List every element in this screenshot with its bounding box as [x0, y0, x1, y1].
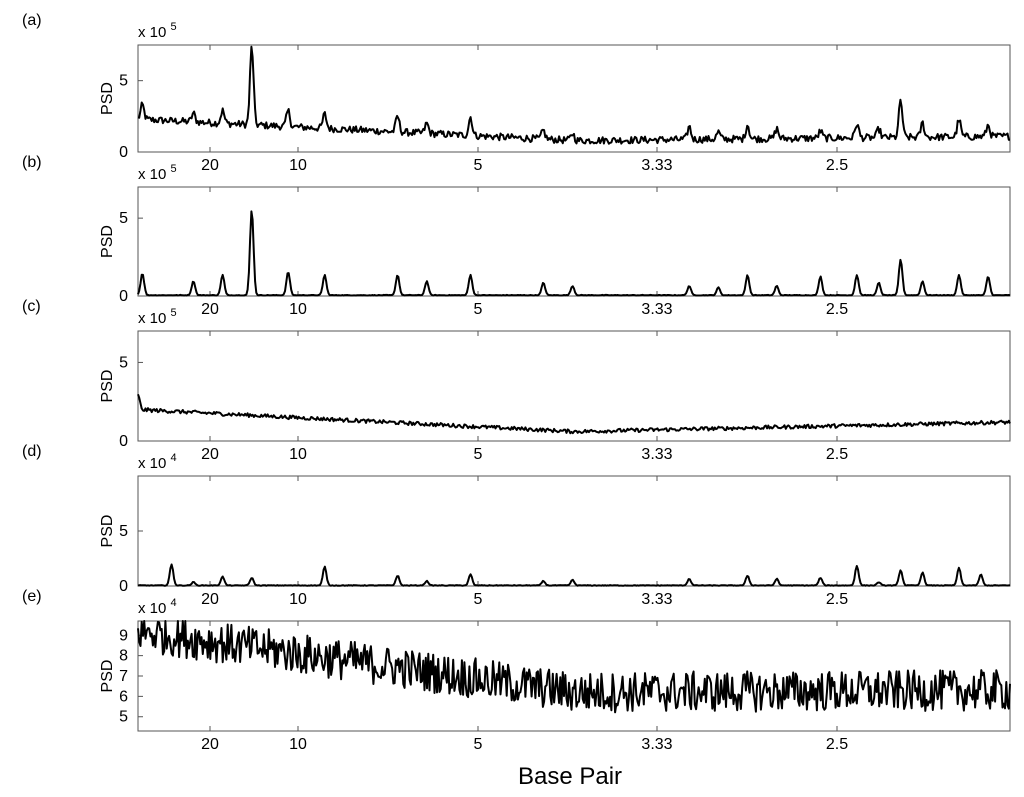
panel-label: (e) — [22, 588, 42, 605]
x-tick-label: 5 — [474, 736, 483, 753]
psd-series — [137, 620, 1011, 714]
panel-a: (a) PSD x 10 5 0 5 — [22, 12, 1011, 161]
y-tick-label: 5 — [119, 709, 128, 726]
x-tick-label: 2.5 — [826, 157, 848, 174]
panel-label: (b) — [22, 154, 42, 171]
y-tick-label: 5 — [119, 210, 128, 227]
x-tick-labels: 20 10 5 3.33 2.5 20 10 5 3.33 2.5 20 10 5 3.33 2.5 20 10… — [201, 157, 848, 753]
x-tick-label: 10 — [289, 736, 307, 753]
y-tick-label: 5 — [119, 354, 128, 371]
x-tick-label: 5 — [474, 591, 483, 608]
y-multiplier-label: x 10 5 — [138, 307, 177, 327]
y-multiplier-label: x 10 5 — [138, 21, 177, 41]
panel-c: (c) PSD x 10 5 0 5 — [22, 298, 1011, 450]
x-tick-label: 3.33 — [641, 591, 672, 608]
x-tick-label: 20 — [201, 157, 219, 174]
y-tick-label: 9 — [119, 627, 128, 644]
y-tick-label: 6 — [119, 688, 128, 705]
plot-frame — [137, 330, 1011, 442]
panel-label: (c) — [22, 298, 41, 315]
y-multiplier-label: x 10 4 — [138, 597, 177, 617]
psd-series — [137, 563, 1011, 587]
x-tick-label: 2.5 — [826, 591, 848, 608]
x-tick-label: 10 — [289, 591, 307, 608]
panel-label: (d) — [22, 443, 42, 460]
psd-series — [137, 45, 1011, 145]
x-tick-label: 3.33 — [641, 446, 672, 463]
y-multiplier-label: x 10 5 — [138, 163, 177, 183]
x-axis-title: Base Pair — [518, 763, 622, 790]
psd-series — [137, 210, 1011, 297]
x-tick-label: 2.5 — [826, 446, 848, 463]
x-tick-label: 20 — [201, 736, 219, 753]
x-tick-label: 10 — [289, 446, 307, 463]
x-tick-label: 5 — [474, 446, 483, 463]
y-tick-label: 8 — [119, 648, 128, 665]
y-tick-label: 0 — [119, 433, 128, 450]
panels: (a) PSD x 10 5 0 5 (b) PSD x 10 5 0 5 (c) PSD x 10 5… — [22, 12, 1011, 732]
x-tick-label: 20 — [201, 301, 219, 318]
panel-d: (d) PSD x 10 4 0 5 — [22, 443, 1011, 595]
y-multiplier-label: x 10 4 — [138, 452, 177, 472]
plot-frame — [137, 475, 1011, 587]
panel-b: (b) PSD x 10 5 0 5 — [22, 154, 1011, 305]
y-axis-label: PSD — [99, 82, 116, 115]
y-axis-label: PSD — [99, 660, 116, 693]
y-tick-label: 0 — [119, 578, 128, 595]
y-tick-label: 5 — [119, 73, 128, 90]
panel-label: (a) — [22, 12, 42, 29]
psd-series — [137, 393, 1011, 435]
x-tick-label: 3.33 — [641, 157, 672, 174]
x-tick-label: 5 — [474, 301, 483, 318]
y-axis-label: PSD — [99, 370, 116, 403]
y-tick-label: 0 — [119, 288, 128, 305]
y-tick-label: 0 — [119, 144, 128, 161]
x-tick-label: 10 — [289, 157, 307, 174]
x-tick-label: 2.5 — [826, 301, 848, 318]
plot-frame — [137, 44, 1011, 153]
x-tick-label: 5 — [474, 157, 483, 174]
plot-frame — [137, 186, 1011, 297]
x-tick-label: 2.5 — [826, 736, 848, 753]
panel-e: (e) PSD x 10 4 5 6 7 8 9 — [22, 588, 1011, 732]
y-tick-label: 5 — [119, 523, 128, 540]
x-tick-label: 10 — [289, 301, 307, 318]
x-tick-label: 20 — [201, 591, 219, 608]
y-axis-label: PSD — [99, 225, 116, 258]
x-tick-label: 20 — [201, 446, 219, 463]
y-tick-label: 7 — [119, 668, 128, 685]
y-axis-label: PSD — [99, 515, 116, 548]
x-tick-label: 3.33 — [641, 301, 672, 318]
x-tick-label: 3.33 — [641, 736, 672, 753]
